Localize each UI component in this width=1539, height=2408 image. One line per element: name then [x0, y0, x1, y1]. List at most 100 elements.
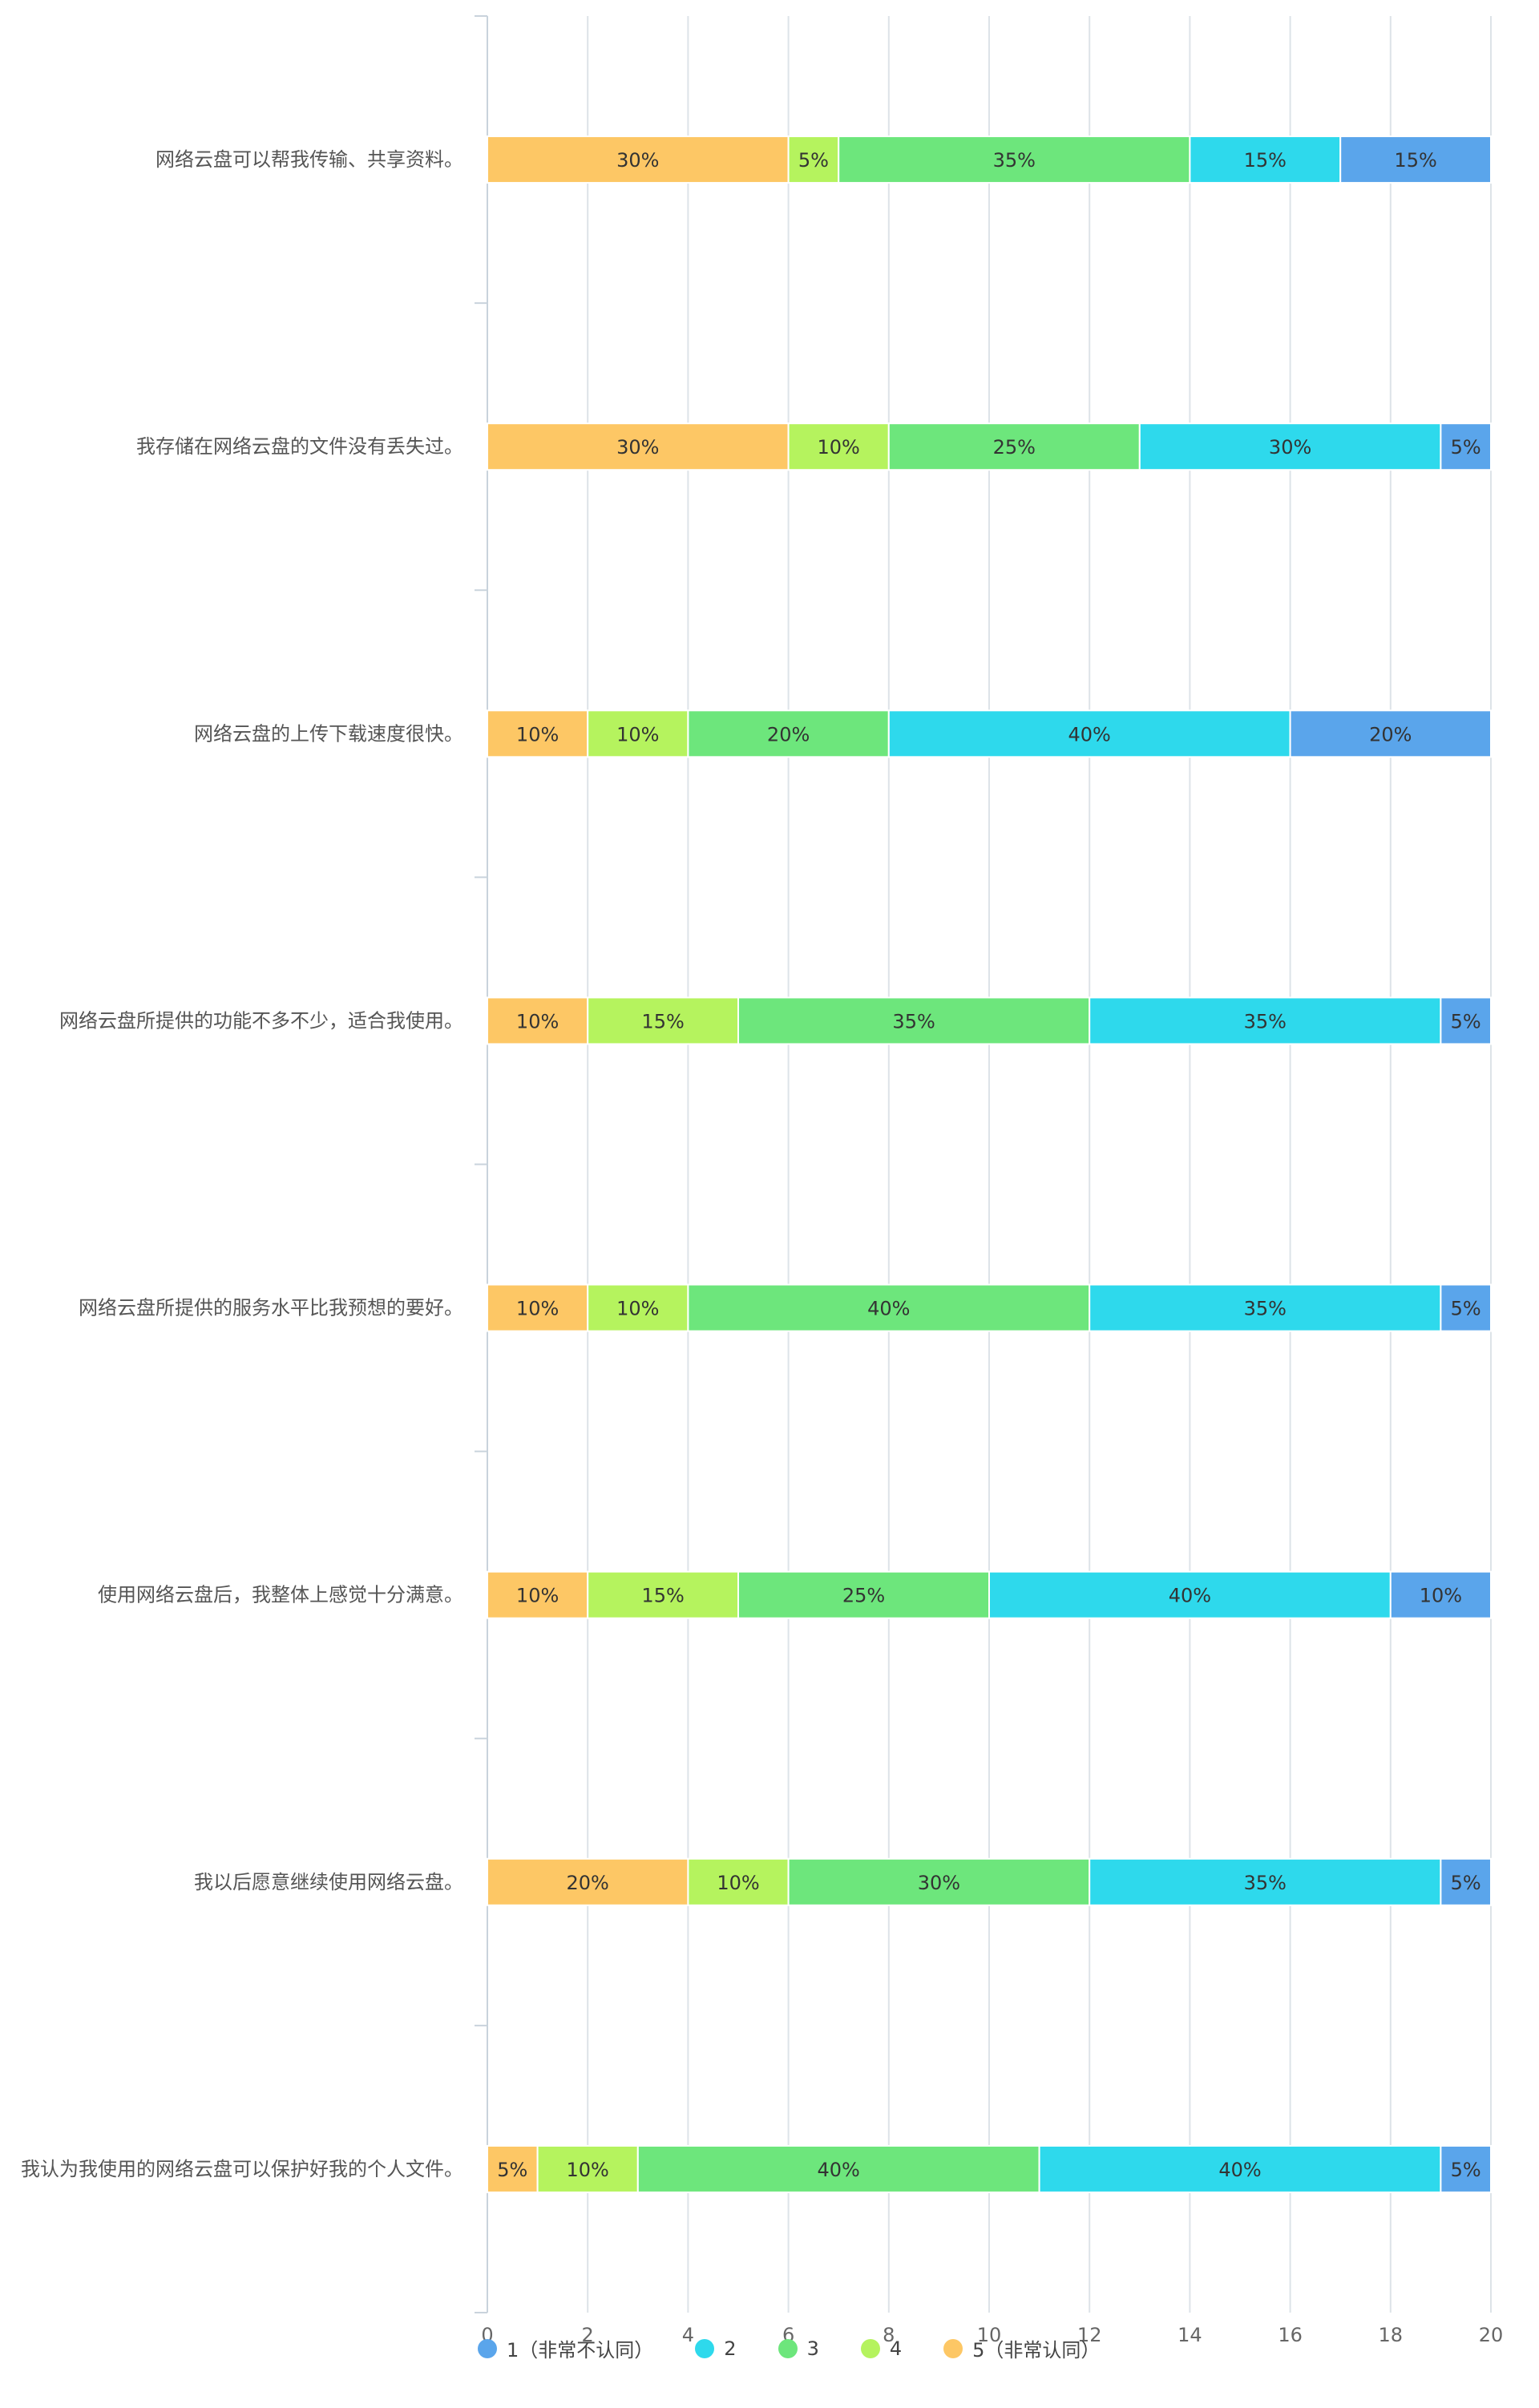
bar-data-label: 40% — [1218, 2159, 1261, 2181]
x-tick-label: 10 — [977, 2324, 1002, 2346]
legend-label: 4 — [889, 2337, 903, 2360]
bar-data-label: 5% — [497, 2159, 527, 2181]
bar-segment — [1440, 2144, 1493, 2193]
bar-segment — [636, 2144, 1040, 2193]
bar-segment — [1189, 135, 1342, 184]
bar-data-label: 5% — [1451, 1298, 1481, 1320]
bar-segment — [838, 135, 1191, 184]
bar-data-label: 40% — [1068, 723, 1111, 745]
bar-data-label: 35% — [1244, 1010, 1287, 1032]
x-tick-label: 8 — [883, 2324, 895, 2346]
bar-segment — [988, 1570, 1392, 1619]
bar-segment — [1138, 422, 1442, 471]
legend-swatch-icon — [860, 2338, 880, 2358]
bar-data-label: 5% — [798, 149, 829, 172]
bar-data-label: 10% — [1420, 1585, 1462, 1607]
bar-data-label: 35% — [892, 1010, 935, 1032]
legend-label: 1（非常不认同） — [507, 2339, 654, 2362]
legend-label: 5（非常认同） — [972, 2339, 1101, 2362]
bar-segment — [687, 709, 890, 758]
x-tick-label: 12 — [1077, 2324, 1102, 2346]
bar-segment — [1389, 1570, 1493, 1619]
bar-data-label: 10% — [616, 723, 659, 745]
bar-segment — [1339, 135, 1492, 184]
bar-data-label: 30% — [616, 436, 659, 459]
x-tick-label: 18 — [1379, 2324, 1404, 2346]
bar-segment — [887, 422, 1141, 471]
bar-data-label: 30% — [918, 1872, 960, 1894]
bar-data-label: 5% — [1451, 1010, 1481, 1032]
bar-segment — [887, 709, 1291, 758]
bar-segment — [1440, 422, 1493, 471]
bar-data-label: 40% — [818, 2159, 860, 2181]
category-label: 我存储在网络云盘的文件没有丢失过。 — [136, 435, 463, 458]
category-label: 网络云盘所提供的服务水平比我预想的要好。 — [79, 1297, 463, 1319]
x-tick-label: 2 — [582, 2324, 594, 2346]
bar-segment — [787, 422, 890, 471]
bar-segment — [587, 709, 689, 758]
bar-data-label: 15% — [1244, 149, 1287, 172]
legend-item[interactable]: 5（非常认同） — [943, 2334, 1100, 2362]
bar-data-label: 15% — [1394, 149, 1436, 172]
bar-data-label: 5% — [1451, 2159, 1481, 2181]
x-tick-label: 20 — [1479, 2324, 1504, 2346]
bar-data-label: 30% — [616, 149, 659, 172]
legend-item[interactable]: 1（非常不认同） — [478, 2334, 653, 2362]
bar-data-label: 35% — [993, 149, 1036, 172]
bar-data-label: 10% — [516, 1585, 559, 1607]
bar-data-label: 10% — [516, 1298, 559, 1320]
bar-segment — [587, 1570, 740, 1619]
bar-data-label: 10% — [516, 723, 559, 745]
category-label: 网络云盘的上传下载速度很快。 — [194, 722, 463, 745]
legend-items: 1（非常不认同） 2 3 4 5（非常认同） — [478, 2334, 1100, 2362]
bar-data-label: 5% — [1451, 1872, 1481, 1894]
chart-legend: 1（非常不认同） 2 3 4 5（非常认同） — [0, 2334, 1539, 2382]
bar-data-label: 30% — [1269, 436, 1311, 459]
bar-data-label: 15% — [641, 1010, 684, 1032]
bar-segment — [787, 1857, 1091, 1906]
legend-item[interactable]: 2 — [695, 2337, 737, 2360]
bar-segment — [487, 422, 790, 471]
bar-segment — [487, 2144, 539, 2193]
bar-data-label: 10% — [567, 2159, 609, 2181]
bar-segment — [487, 135, 790, 184]
legend-swatch-icon — [695, 2338, 715, 2358]
legend-label: 2 — [724, 2337, 737, 2360]
bar-data-label: 10% — [516, 1010, 559, 1032]
x-tick-label: 14 — [1177, 2324, 1202, 2346]
category-label: 网络云盘所提供的功能不多不少，适合我使用。 — [59, 1009, 463, 1032]
legend-swatch-icon — [943, 2338, 963, 2358]
bar-segment — [1440, 1857, 1493, 1906]
category-label: 网络云盘可以帮我传输、共享资料。 — [156, 148, 463, 171]
bar-segment — [487, 1857, 689, 1906]
bar-data-label: 25% — [842, 1585, 885, 1607]
bar-segment — [536, 2144, 639, 2193]
bar-data-label: 20% — [567, 1872, 609, 1894]
category-label: 我认为我使用的网络云盘可以保护好我的个人文件。 — [21, 2158, 463, 2180]
x-tick-label: 16 — [1278, 2324, 1303, 2346]
bar-segment — [737, 1570, 990, 1619]
bar-segment — [487, 996, 589, 1045]
bar-data-label: 5% — [1451, 436, 1481, 459]
bar-segment — [1038, 2144, 1442, 2193]
bar-data-label: 35% — [1244, 1872, 1287, 1894]
legend-swatch-icon — [778, 2338, 798, 2358]
bar-segment — [1089, 1857, 1442, 1906]
bar-segment — [487, 1283, 589, 1332]
bar-segment — [687, 1283, 1091, 1332]
legend-item[interactable]: 3 — [778, 2337, 819, 2360]
bar-data-label: 25% — [993, 436, 1036, 459]
x-tick-label: 4 — [682, 2324, 694, 2346]
legend-label: 3 — [806, 2337, 819, 2360]
legend-swatch-icon — [478, 2338, 497, 2358]
legend-item[interactable]: 4 — [860, 2337, 903, 2360]
bar-data-label: 10% — [818, 436, 860, 459]
bar-data-label: 40% — [867, 1298, 910, 1320]
bar-data-label: 10% — [717, 1872, 759, 1894]
bar-segment — [1289, 709, 1492, 758]
bar-data-label: 40% — [1169, 1585, 1211, 1607]
bar-segment — [1440, 1283, 1493, 1332]
bar-data-label: 15% — [641, 1585, 684, 1607]
